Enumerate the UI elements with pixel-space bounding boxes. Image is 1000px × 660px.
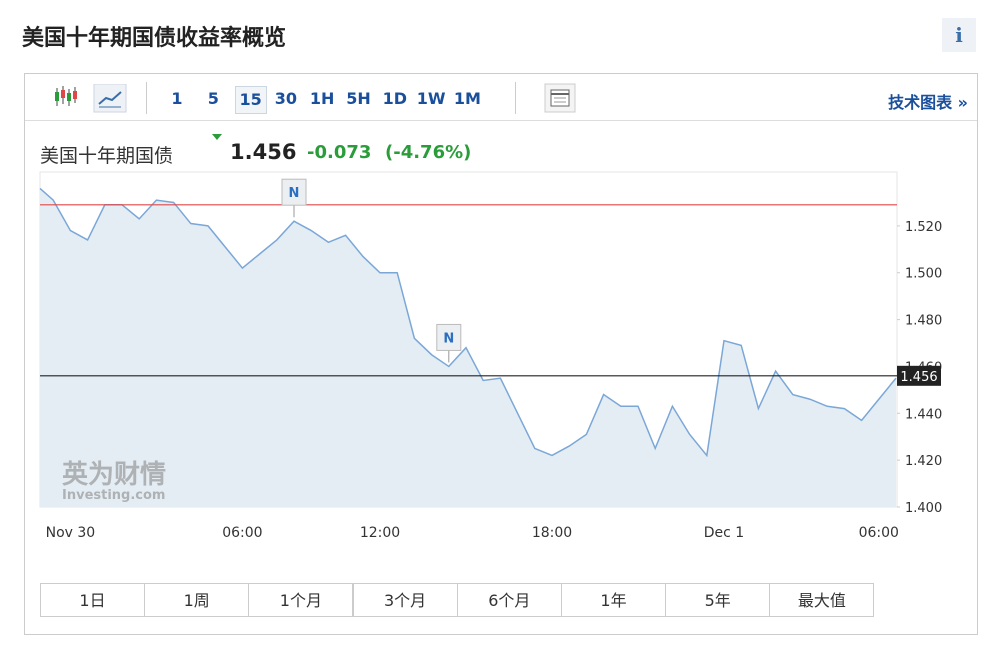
chart-widget [24, 73, 978, 635]
interval-button[interactable]: 1W [416, 89, 446, 108]
range-button[interactable]: 1日 [40, 583, 145, 617]
y-tick-label: 1.440 [905, 407, 942, 422]
interval-button[interactable]: 5 [207, 89, 219, 108]
annotation-box [436, 323, 462, 351]
x-tick-label: 18:00 [532, 525, 572, 541]
range-button[interactable]: 1周 [144, 583, 250, 617]
range-button[interactable]: 3个月 [352, 583, 458, 617]
y-tick-label: 1.420 [905, 454, 942, 469]
watermark: Investing.com [62, 488, 165, 503]
range-button[interactable]: 1个月 [248, 583, 354, 617]
flag-icon [212, 134, 222, 140]
info-button[interactable]: i [942, 18, 976, 52]
interval-button[interactable]: 15 [234, 86, 267, 114]
page-title: 美国十年期国债收益率概览 [22, 26, 287, 51]
quote-change-percent: (-4.76%) [385, 142, 472, 163]
area-fill [40, 188, 896, 507]
toolbar-separator [146, 82, 147, 114]
y-tick-label: 1.400 [905, 501, 942, 516]
interval-button[interactable]: 1 [171, 89, 183, 108]
toolbar-separator [515, 82, 516, 114]
annotation-label: N [289, 186, 300, 201]
range-button[interactable]: 1年 [561, 583, 666, 617]
chart-type-icons [55, 84, 127, 113]
range-button[interactable]: 最大值 [769, 583, 875, 617]
interval-button[interactable]: 1H [309, 89, 335, 108]
interval-button[interactable]: 30 [274, 89, 298, 108]
y-tick-label: 1.520 [905, 220, 942, 235]
quote-change: -0.073 [307, 142, 372, 163]
quote-price: 1.456 [230, 140, 297, 164]
toolbar-divider [25, 120, 977, 121]
interval-button[interactable]: 1D [382, 89, 407, 108]
x-tick-label: Nov 30 [46, 525, 96, 541]
price-tag [897, 365, 941, 386]
x-tick-label: 06:00 [859, 525, 899, 541]
interval-button[interactable]: 1M [453, 89, 481, 108]
annotation-label: N [443, 331, 454, 346]
y-tick-label: 1.500 [905, 267, 942, 282]
range-button[interactable]: 5年 [665, 583, 771, 617]
price-line [39, 187, 897, 458]
x-tick-label: Dec 1 [704, 525, 744, 541]
x-tick-label: 12:00 [360, 525, 400, 541]
tech-chart-link[interactable]: 技术图表 » [888, 93, 968, 112]
chart: 英为财情Investing.com1.4001.4201.4401.4601.4… [39, 171, 942, 541]
x-tick-label: 06:00 [222, 525, 262, 541]
watermark: 英为财情 [62, 460, 166, 490]
annotation-box [281, 178, 307, 206]
range-button[interactable]: 6个月 [456, 583, 562, 617]
price-tag-label: 1.456 [900, 370, 937, 385]
y-tick-label: 1.480 [905, 314, 942, 329]
quote-name: 美国十年期国债 [40, 145, 174, 167]
interval-button[interactable]: 5H [346, 89, 371, 108]
settings-icon[interactable] [544, 83, 576, 113]
